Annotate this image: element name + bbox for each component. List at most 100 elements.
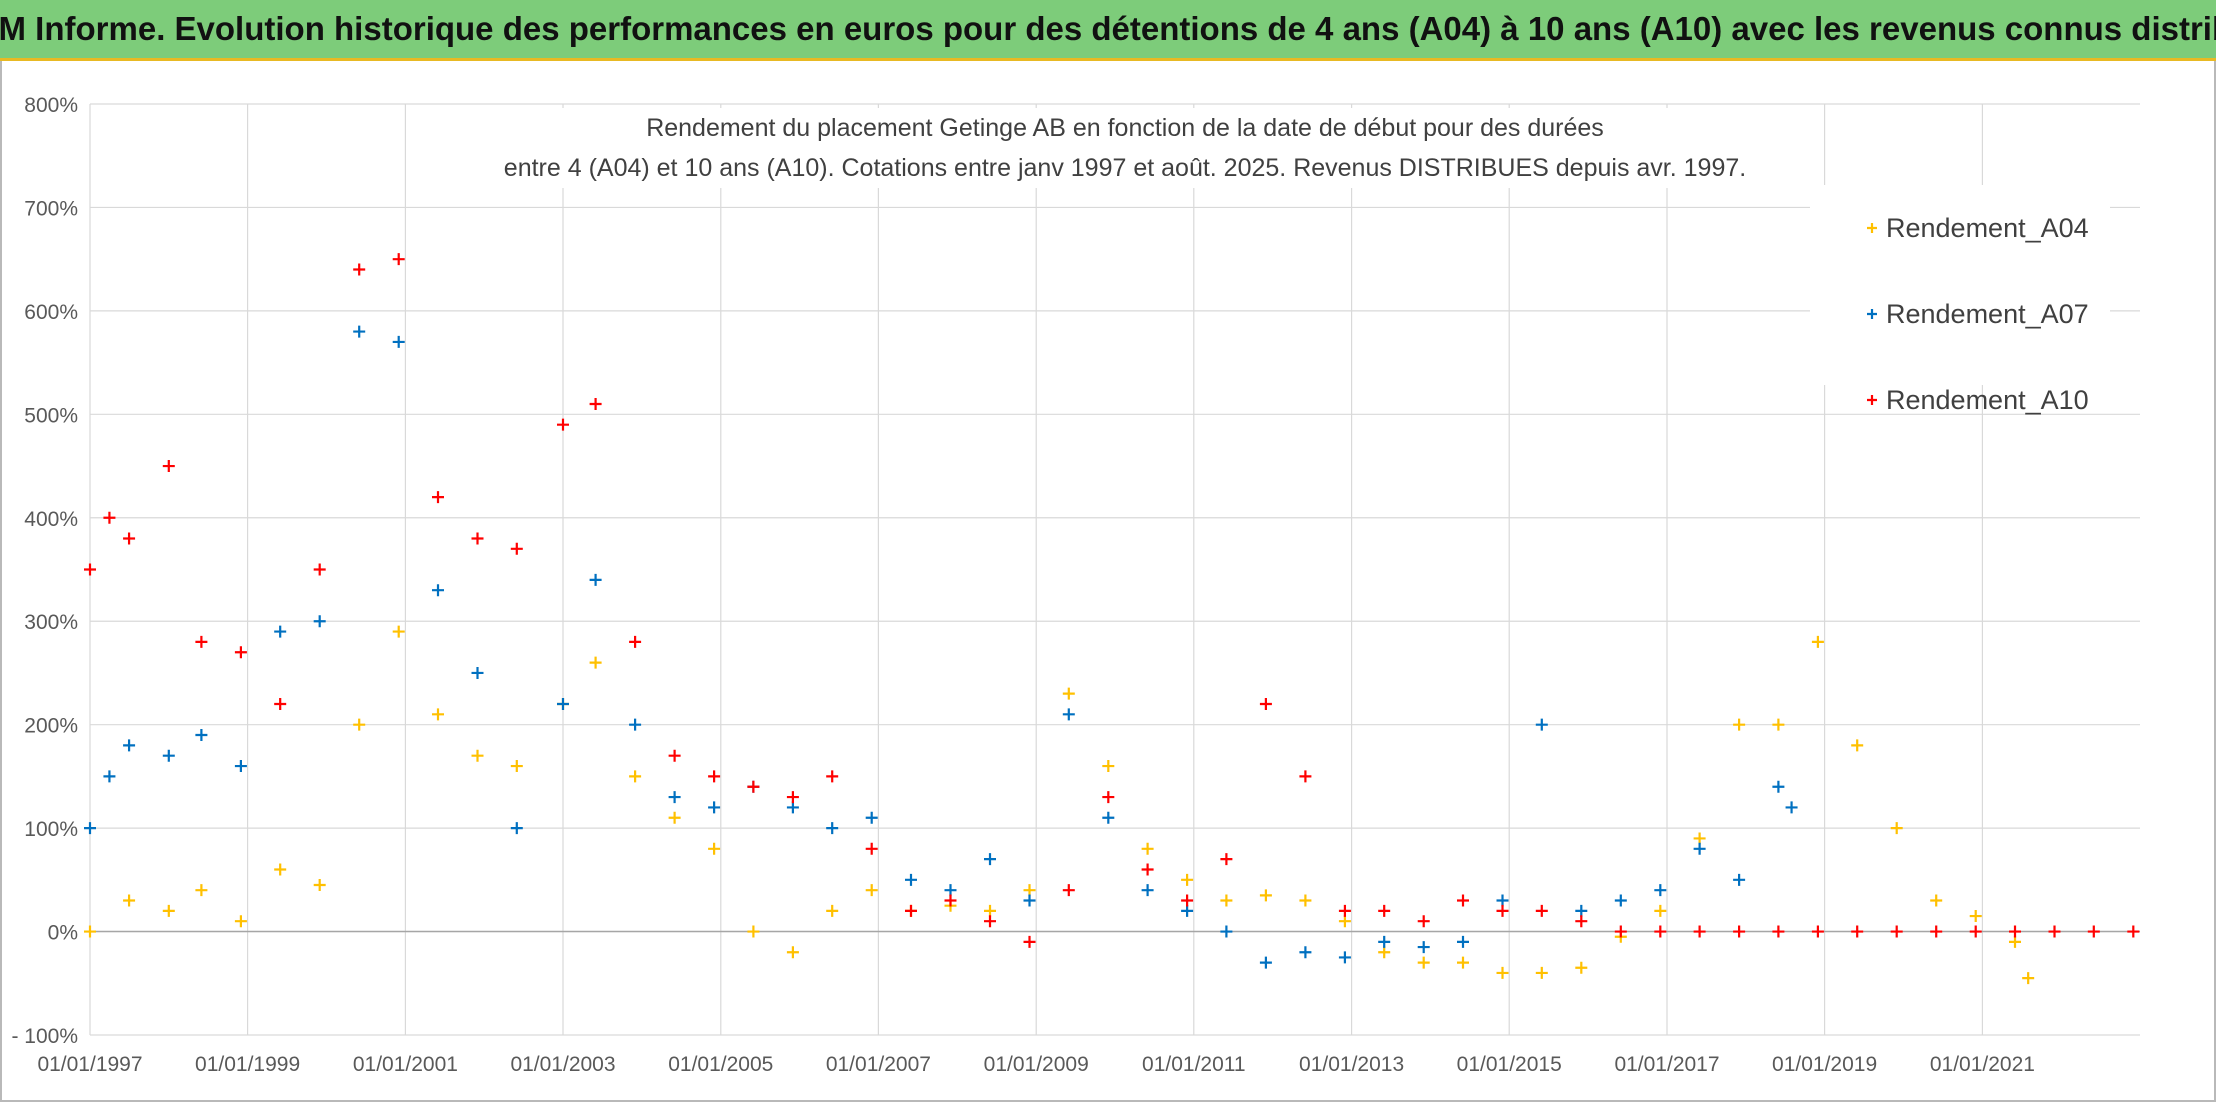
x-tick-label: 01/01/2021 <box>1930 1053 2035 1076</box>
data-point <box>1378 904 1391 917</box>
x-tick-label: 01/01/2013 <box>1299 1053 1404 1076</box>
data-point <box>195 635 208 648</box>
data-point <box>747 925 760 938</box>
data-point <box>431 584 444 597</box>
x-tick-label: 01/01/2017 <box>1614 1053 1719 1076</box>
data-point <box>629 718 642 731</box>
data-point <box>274 697 287 710</box>
data-point <box>1693 925 1706 938</box>
data-point <box>1338 904 1351 917</box>
chart-title: Rendement du placement Getinge AB en fon… <box>440 108 1780 188</box>
data-point <box>708 842 721 855</box>
data-point <box>1575 915 1588 928</box>
y-tick-label: 100% <box>24 818 78 841</box>
data-point <box>1102 791 1115 804</box>
legend-item: Rendement_A07 <box>1867 299 2089 329</box>
data-point <box>1023 935 1036 948</box>
data-point <box>865 811 878 824</box>
data-point <box>1535 718 1548 731</box>
data-point <box>786 946 799 959</box>
data-point <box>1181 894 1194 907</box>
banner-title: ADAM Informe. Evolution historique des p… <box>0 0 2216 61</box>
data-point <box>1299 770 1312 783</box>
data-point <box>1930 925 1943 938</box>
data-point <box>904 873 917 886</box>
data-point <box>1062 708 1075 721</box>
data-point <box>589 656 602 669</box>
data-point <box>826 904 839 917</box>
data-point <box>1535 904 1548 917</box>
x-tick-label: 01/01/1997 <box>37 1053 142 1076</box>
legend-label: Rendement_A04 <box>1886 213 2089 243</box>
data-point <box>84 822 96 835</box>
data-point <box>1733 873 1746 886</box>
data-point <box>865 842 878 855</box>
legend-marker <box>1867 223 1877 233</box>
data-point <box>1181 904 1194 917</box>
data-point <box>103 770 116 783</box>
data-point <box>1220 894 1233 907</box>
x-tick-label: 01/01/2007 <box>826 1053 931 1076</box>
data-point <box>708 801 721 814</box>
data-point <box>944 894 957 907</box>
data-point <box>1654 884 1667 897</box>
x-tick-label: 01/01/2003 <box>510 1053 615 1076</box>
data-point <box>1457 956 1469 969</box>
data-point <box>1102 811 1115 824</box>
data-point <box>1417 956 1430 969</box>
legend-label: Rendement_A07 <box>1886 299 2089 329</box>
series-Rendement_A07 <box>84 325 1798 969</box>
data-point <box>1457 894 1469 907</box>
y-tick-label: 300% <box>24 611 78 634</box>
data-point <box>1811 635 1824 648</box>
data-point <box>589 573 602 586</box>
x-tick-label: 01/01/2001 <box>353 1053 458 1076</box>
data-point <box>1851 739 1864 752</box>
data-point <box>1338 951 1351 964</box>
x-tick-label: 01/01/2005 <box>668 1053 773 1076</box>
data-point <box>865 884 878 897</box>
data-point <box>1062 687 1075 700</box>
data-point <box>195 729 208 742</box>
data-point <box>1575 904 1588 917</box>
data-point <box>1614 925 1627 938</box>
legend: Rendement_A04 Rendement_A07 Rendement_A10 <box>1810 185 2110 415</box>
data-point <box>510 542 523 555</box>
data-point <box>556 697 569 710</box>
legend-label: Rendement_A10 <box>1886 385 2089 415</box>
legend-item: Rendement_A04 <box>1867 213 2089 243</box>
series-Rendement_A10 <box>84 253 2140 948</box>
data-point <box>1654 904 1667 917</box>
data-point <box>1259 697 1272 710</box>
data-point <box>1969 910 1982 923</box>
data-point <box>1299 946 1312 959</box>
y-tick-labels: - 100% 0% 100% 200% 300% 400% 500% 600% 700% 800% <box>11 94 78 1048</box>
data-points <box>84 253 2140 985</box>
data-point <box>162 460 175 473</box>
data-point <box>123 894 136 907</box>
data-point <box>1496 966 1509 979</box>
data-point <box>786 791 799 804</box>
data-point <box>1062 884 1075 897</box>
data-point <box>826 770 839 783</box>
data-point <box>392 625 405 638</box>
data-point <box>162 749 175 762</box>
scatter-chart: Rendement du placement Getinge AB en fon… <box>11 94 2140 1076</box>
data-point <box>510 822 523 835</box>
data-point <box>1023 884 1036 897</box>
data-point <box>2009 935 2022 948</box>
data-point <box>1654 925 1667 938</box>
legend-item: Rendement_A10 <box>1867 385 2089 415</box>
series-Rendement_A04 <box>84 625 2035 985</box>
data-point <box>313 879 326 892</box>
data-point <box>123 532 136 545</box>
data-point <box>1733 718 1746 731</box>
data-point <box>2009 925 2022 938</box>
data-point <box>1457 935 1469 948</box>
data-point <box>353 325 366 338</box>
x-tick-label: 01/01/2015 <box>1457 1053 1562 1076</box>
data-point <box>471 532 484 545</box>
data-point <box>1969 925 1982 938</box>
data-point <box>1733 925 1746 938</box>
data-point <box>589 397 602 410</box>
